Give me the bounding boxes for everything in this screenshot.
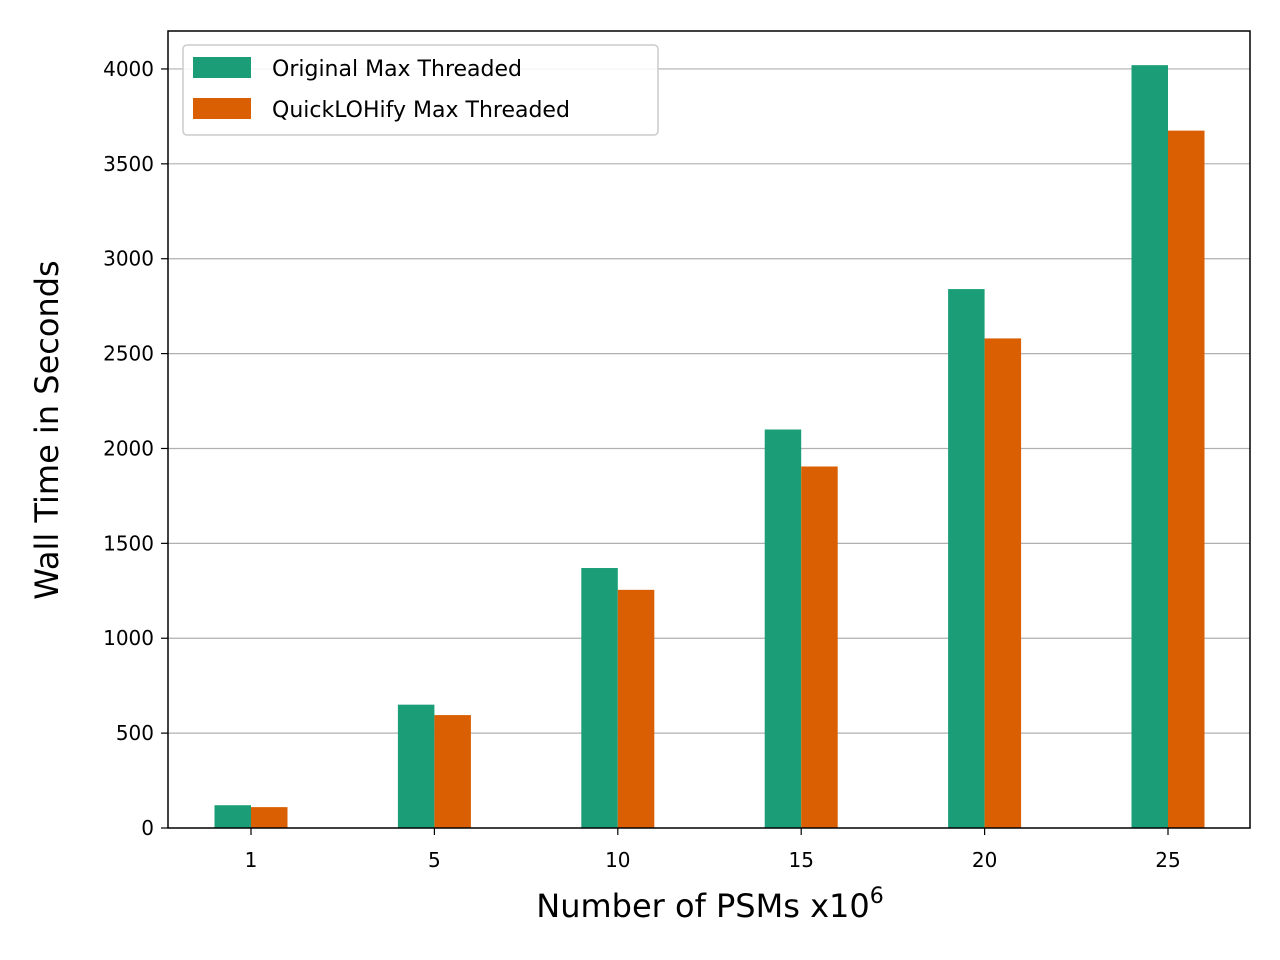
legend-label-original: Original Max Threaded xyxy=(272,57,522,82)
y-tick-label: 2000 xyxy=(103,436,154,460)
legend-swatch-original xyxy=(193,57,251,78)
bar-quicklohify xyxy=(434,715,471,828)
bar-original xyxy=(397,704,435,828)
legend: Original Max Threaded QuickLOHify Max Th… xyxy=(182,44,659,136)
plot-frame xyxy=(167,30,1251,829)
y-tick-label: 2500 xyxy=(103,342,154,366)
y-tick-label: 4000 xyxy=(103,57,154,81)
x-tick-label: 1 xyxy=(245,848,258,872)
legend-swatch-quicklohify xyxy=(193,98,251,119)
y-tick-label: 500 xyxy=(116,721,154,745)
bar-quicklohify xyxy=(801,466,838,828)
bar-original xyxy=(214,805,251,828)
y-tick-label: 3000 xyxy=(103,247,154,271)
x-axis: 1 5 10 15 20 25 xyxy=(245,828,1181,872)
legend-box xyxy=(182,44,659,136)
legend-label-quicklohify: QuickLOHify Max Threaded xyxy=(272,98,570,123)
bar-original xyxy=(581,568,618,828)
y-tick-label: 1000 xyxy=(103,626,154,650)
x-axis-title: Number of PSMs x106 xyxy=(536,884,883,925)
x-axis-title-superscript: 6 xyxy=(870,884,884,909)
x-axis-title-main: Number of PSMs x10 xyxy=(536,887,869,925)
bar-quicklohify xyxy=(1168,130,1205,828)
x-tick-label: 20 xyxy=(972,848,997,872)
x-tick-label: 5 xyxy=(428,848,441,872)
y-tick-label: 0 xyxy=(141,816,154,840)
x-tick-label: 25 xyxy=(1155,848,1180,872)
bar-original xyxy=(948,289,985,829)
bar-quicklohify xyxy=(984,338,1022,828)
bar-quicklohify xyxy=(617,589,655,828)
bar-quicklohify xyxy=(251,807,288,828)
gridlines xyxy=(168,68,1250,734)
bar-original xyxy=(1131,65,1168,828)
bar-original xyxy=(764,429,802,828)
y-axis-title: Wall Time in Seconds xyxy=(28,260,66,599)
y-tick-label: 1500 xyxy=(103,531,154,555)
x-tick-label: 10 xyxy=(605,848,630,872)
x-tick-label: 15 xyxy=(788,848,813,872)
y-axis: 0 500 1000 1500 2000 2500 3000 3500 4000 xyxy=(103,57,168,840)
y-tick-label: 3500 xyxy=(103,152,154,176)
bars xyxy=(214,65,1205,829)
